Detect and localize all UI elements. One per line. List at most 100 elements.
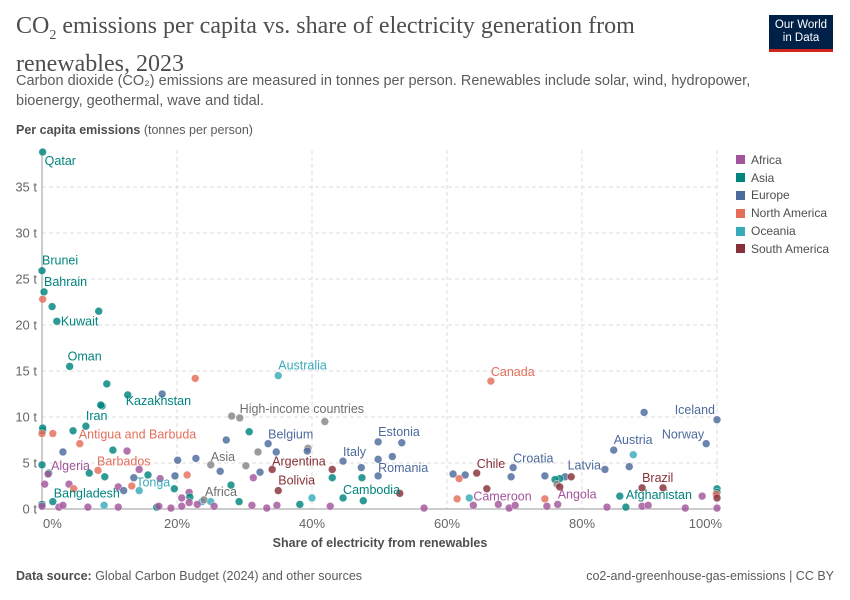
- point-africa-algeria[interactable]: [43, 469, 53, 479]
- point-oceania[interactable]: [465, 493, 474, 503]
- point-south-america-bolivia[interactable]: [274, 486, 283, 495]
- point-oceania-australia[interactable]: [274, 371, 283, 380]
- point-africa[interactable]: [185, 498, 194, 507]
- point-africa[interactable]: [644, 501, 653, 510]
- point-africa[interactable]: [326, 502, 335, 511]
- point-africa[interactable]: [37, 502, 47, 511]
- legend-item-north-america[interactable]: North America: [736, 204, 829, 222]
- point-europe[interactable]: [129, 473, 138, 482]
- point-north-america-barbados[interactable]: [93, 466, 103, 475]
- point-europe-belgium[interactable]: [264, 439, 273, 448]
- point-africa[interactable]: [419, 503, 429, 513]
- point-europe[interactable]: [639, 408, 649, 417]
- point-africa[interactable]: [193, 500, 202, 509]
- point-africa[interactable]: [210, 502, 219, 511]
- point-africa-angola[interactable]: [553, 500, 562, 509]
- point-europe[interactable]: [58, 447, 68, 457]
- point-north-america[interactable]: [183, 470, 192, 480]
- point-europe[interactable]: [191, 454, 201, 463]
- point-europe[interactable]: [170, 471, 180, 480]
- point-north-america[interactable]: [191, 374, 200, 383]
- point-asia[interactable]: [357, 473, 367, 482]
- point-europe-austria[interactable]: [609, 446, 618, 455]
- point-asia[interactable]: [295, 500, 304, 509]
- owid-logo[interactable]: Our World in Data: [769, 15, 833, 52]
- point-asia[interactable]: [48, 302, 57, 311]
- point-africa[interactable]: [511, 501, 520, 510]
- point-africa[interactable]: [542, 502, 552, 511]
- point-south-america[interactable]: [482, 484, 491, 493]
- point-south-america-argentina[interactable]: [268, 465, 277, 474]
- point-asia-qatar[interactable]: [38, 147, 47, 157]
- point-asia[interactable]: [96, 400, 105, 410]
- point-africa[interactable]: [177, 502, 186, 511]
- point-africa[interactable]: [83, 503, 93, 512]
- point-africa[interactable]: [154, 502, 163, 511]
- point-oceania[interactable]: [307, 493, 317, 503]
- point-north-america[interactable]: [453, 494, 462, 503]
- point-africa[interactable]: [494, 500, 503, 509]
- point-europe[interactable]: [158, 389, 167, 399]
- legend-item-africa[interactable]: Africa: [736, 151, 829, 169]
- point-asia[interactable]: [37, 460, 47, 469]
- point-europe[interactable]: [173, 456, 182, 465]
- point-north-america[interactable]: [48, 429, 57, 438]
- legend-item-europe[interactable]: Europe: [736, 187, 829, 205]
- point-oceania-tonga[interactable]: [135, 486, 144, 495]
- point-europe[interactable]: [397, 438, 406, 447]
- point-north-america[interactable]: [540, 494, 549, 503]
- point-south-america[interactable]: [658, 483, 668, 492]
- point-europe[interactable]: [507, 472, 516, 481]
- point-south-america-brazil[interactable]: [637, 483, 647, 492]
- footer-license[interactable]: co2-and-greenhouse-gas-emissions | CC BY: [586, 569, 834, 583]
- point-north-america[interactable]: [455, 474, 464, 483]
- point-asia-bangladesh[interactable]: [48, 497, 57, 506]
- point-asia-afghanistan[interactable]: [621, 503, 630, 512]
- point-aggregate[interactable]: [241, 461, 250, 470]
- point-north-america[interactable]: [127, 481, 136, 491]
- point-europe[interactable]: [216, 467, 225, 476]
- point-asia[interactable]: [68, 426, 78, 435]
- point-africa[interactable]: [602, 503, 612, 512]
- point-aggregate[interactable]: [253, 447, 263, 457]
- point-africa[interactable]: [114, 503, 123, 512]
- point-africa[interactable]: [698, 492, 707, 501]
- point-asia[interactable]: [615, 492, 624, 501]
- point-aggregate[interactable]: [320, 417, 329, 426]
- point-europe[interactable]: [625, 462, 634, 471]
- point-asia[interactable]: [245, 427, 254, 436]
- point-europe[interactable]: [303, 446, 312, 456]
- point-africa[interactable]: [156, 474, 165, 483]
- point-aggregate[interactable]: [235, 413, 244, 423]
- legend-item-south-america[interactable]: South America: [736, 240, 829, 258]
- point-africa[interactable]: [247, 501, 257, 510]
- point-europe-croatia[interactable]: [509, 463, 518, 472]
- point-europe[interactable]: [272, 447, 281, 457]
- point-europe[interactable]: [448, 469, 458, 479]
- point-africa[interactable]: [58, 501, 68, 510]
- point-asia[interactable]: [328, 473, 337, 482]
- legend-item-oceania[interactable]: Oceania: [736, 222, 829, 240]
- point-asia[interactable]: [108, 446, 117, 455]
- point-africa[interactable]: [681, 503, 690, 513]
- point-asia-brunei[interactable]: [37, 266, 47, 275]
- point-asia[interactable]: [170, 484, 179, 493]
- point-europe[interactable]: [388, 452, 397, 461]
- point-europe-norway[interactable]: [702, 439, 711, 448]
- point-africa[interactable]: [40, 480, 49, 489]
- point-asia[interactable]: [100, 472, 109, 481]
- point-asia-cambodia[interactable]: [338, 493, 348, 503]
- point-europe[interactable]: [461, 470, 470, 480]
- point-north-america[interactable]: [69, 484, 78, 493]
- point-asia[interactable]: [226, 480, 236, 490]
- point-asia-iran[interactable]: [81, 422, 90, 431]
- point-south-america[interactable]: [395, 489, 404, 498]
- point-africa[interactable]: [135, 465, 144, 474]
- point-north-america[interactable]: [37, 429, 47, 438]
- point-africa[interactable]: [177, 493, 186, 503]
- point-oceania[interactable]: [99, 501, 109, 510]
- point-south-america-chile[interactable]: [472, 469, 481, 478]
- point-europe-romania[interactable]: [374, 471, 383, 480]
- point-north-america-antigua-and-barbuda[interactable]: [75, 439, 84, 448]
- point-europe-iceland[interactable]: [712, 415, 722, 424]
